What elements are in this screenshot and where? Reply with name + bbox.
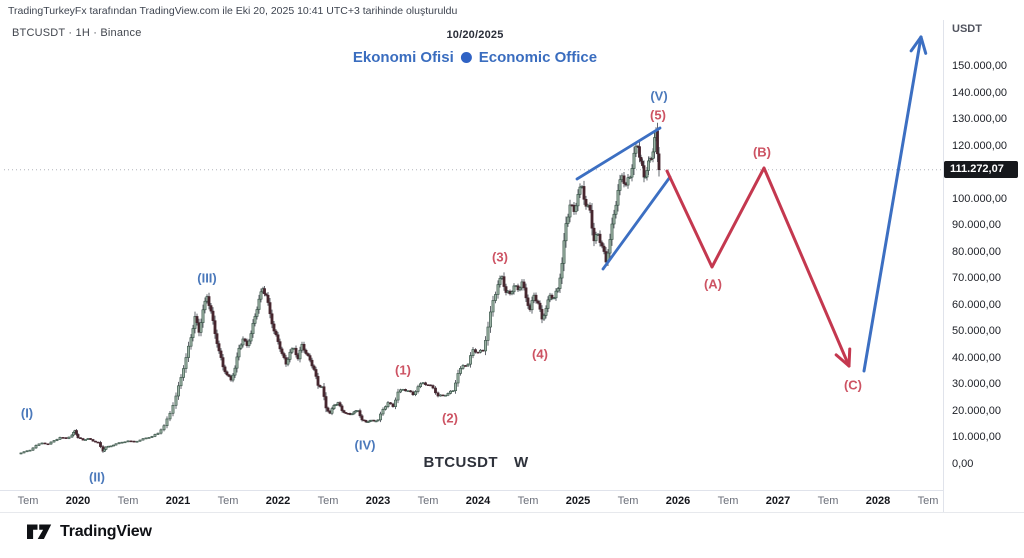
arrowhead-icon [847,347,852,368]
time-axis[interactable]: Tem 2020 Tem 2021 Tem 2022 Tem 2023 Tem 2024 Tem 20… [0,490,943,512]
tradingview-logo-text: TradingView [60,522,152,540]
price-tick-label: 30.000,00 [952,378,1001,391]
time-tick-month-label: Tem [217,495,239,507]
date-label: 10/20/2025 [446,29,504,41]
price-tick-label: 130.000,00 [952,113,1008,126]
brand-dot-icon [460,52,472,63]
time-tick-year-label: 2027 [765,495,791,507]
arrowhead-icon [834,353,851,368]
time-tick-month-label: Tem [317,495,339,507]
time-tick-month-label: Tem [17,495,39,507]
price-tick-label: 140.000,00 [952,86,1008,99]
price-axis-currency-label: USDT [952,23,982,35]
time-tick-month-label: Tem [917,495,939,507]
wave-label-B[interactable]: (B) [753,144,771,159]
time-tick-month-label: Tem [117,495,139,507]
price-tick-label: 60.000,00 [952,298,1001,311]
wave-label-1[interactable]: (1) [395,362,411,377]
time-tick-month-label: Tem [617,495,639,507]
brand-name-turkish: Ekonomi Ofisi [352,49,454,66]
price-tick-label: 40.000,00 [952,351,1001,364]
wave-label-IV[interactable]: (IV) [355,437,376,452]
time-tick-year-label: 2025 [565,495,591,507]
attribution-text: TradingTurkeyFx tarafından TradingView.c… [8,5,458,17]
price-tick-label: 80.000,00 [952,245,1001,258]
time-tick-month-label: Tem [417,495,439,507]
chart-watermark: BTCUSDT W [423,454,528,471]
abc-correction-projection-line[interactable] [665,166,851,368]
candlestick-series [19,122,661,455]
price-tick-label: 10.000,00 [952,431,1001,444]
wedge-trendline[interactable] [575,126,662,181]
time-tick-month-label: Tem [817,495,839,507]
price-tick-label: 20.000,00 [952,404,1001,417]
current-price-badge: 111.272,07 [944,160,1018,178]
wave-label-3[interactable]: (3) [492,249,508,264]
time-tick-year-label: 2021 [165,495,191,507]
price-tick-label: 90.000,00 [952,219,1001,232]
price-tick-label: 120.000,00 [952,139,1008,152]
time-tick-year-label: 2024 [465,495,491,507]
arrowhead-icon [909,35,923,53]
price-tick-label: 50.000,00 [952,325,1001,338]
price-axis[interactable]: USDT 150.000,00 140.000,00 130.000,00 120.0… [943,20,1024,512]
wave-label-V[interactable]: (V) [650,88,667,103]
price-tick-label: 0,00 [952,458,974,470]
time-tick-month-label: Tem [517,495,539,507]
price-tick-label: 150.000,00 [952,60,1008,72]
time-tick-year-label: 2020 [65,495,91,507]
symbol-info: BTCUSDT · 1H · Binance [12,27,142,39]
footer-divider [0,512,1024,513]
time-tick-year-label: 2022 [265,495,291,507]
wave-label-A[interactable]: (A) [704,276,722,291]
price-tick-label: 100.000,00 [952,192,1008,205]
wave-label-2[interactable]: (2) [442,410,458,425]
wave-label-C[interactable]: (C) [844,377,862,392]
time-tick-year-label: 2023 [365,495,391,507]
current-price-value: 111.272,07 [950,163,1004,176]
arrowhead-icon [919,35,928,55]
brand-title: Ekonomi Ofisi Economic Office [353,49,597,66]
tradingview-logo-icon [27,524,52,539]
wedge-trendline[interactable] [601,175,672,271]
price-chart-canvas[interactable]: (I) (II) (III) (IV) (V) (1) (2) (3) (4) (5) (A) (B)… [0,0,943,490]
tradingview-logo[interactable]: TradingView [26,521,152,542]
watermark-timeframe: W [513,454,529,471]
time-tick-year-label: 2028 [865,495,891,507]
time-tick-year-label: 2026 [665,495,691,507]
watermark-symbol: BTCUSDT [423,454,498,471]
wave-label-II[interactable]: (II) [89,469,105,484]
price-tick-label: 70.000,00 [952,272,1001,285]
wave-label-5[interactable]: (5) [650,107,666,122]
wave-label-4[interactable]: (4) [532,346,548,361]
time-tick-month-label: Tem [717,495,739,507]
wave-label-I[interactable]: (I) [21,405,33,420]
bullish-projection-arrow[interactable] [862,35,923,373]
brand-name-english: Economic Office [478,49,598,66]
wave-label-III[interactable]: (III) [197,270,217,285]
